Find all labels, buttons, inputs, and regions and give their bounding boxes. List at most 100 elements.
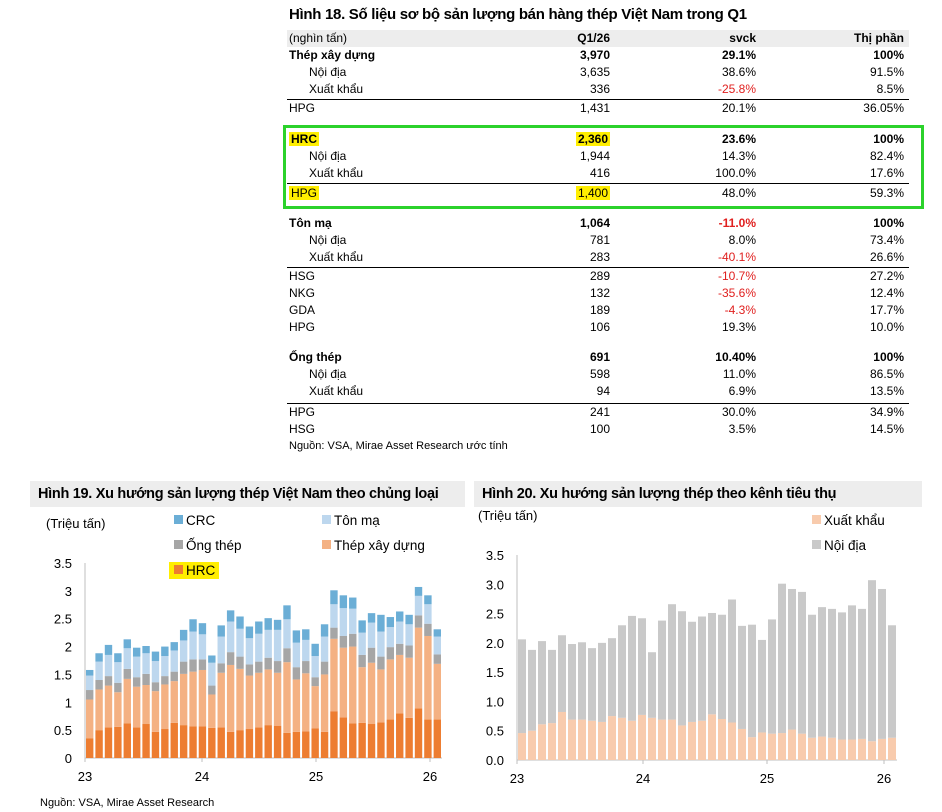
chart19-bar-crc (114, 653, 122, 663)
q1-26-value: 1,400 (575, 185, 610, 202)
header-cell: Thị phần (854, 31, 904, 45)
chart19-bar-crc (339, 595, 348, 609)
table-row: HSG 289 -10.7% 27.2% (287, 268, 909, 285)
chart20-bar-xuất-khẩu (828, 737, 836, 760)
chart19-bar-tôn-mạ (273, 629, 282, 662)
row-label: Nội địa (309, 149, 347, 163)
chart19-bar-tôn-mạ (245, 638, 254, 665)
chart20-ytick: 1.0 (486, 694, 504, 709)
q1-26-value: 289 (589, 269, 610, 283)
chart19-bar-hrc (339, 717, 348, 758)
chart20-bar-nội-địa (588, 648, 596, 721)
chart19-bar-tôn-mạ (377, 631, 385, 657)
table-row: HPG 1,431 20.1% 36.05% (287, 100, 909, 117)
chart19-bar-tôn-mạ (255, 633, 263, 662)
chart19-bar-ống-thép (358, 654, 366, 668)
q1-26-value: 132 (589, 286, 610, 300)
chart19-title: Hình 19. Xu hướng sản lượng thép Việt Na… (30, 481, 465, 507)
row-label: Ống thép (289, 350, 342, 364)
table-row: HRC 2,360 23.6% 100% (287, 131, 909, 148)
chart20-bar-xuất-khẩu (748, 737, 756, 760)
chart19-bar-thép-xây-dựng (367, 662, 376, 725)
chart19-bar-ống-thép (330, 627, 338, 639)
chart20-bar-xuất-khẩu (708, 714, 716, 760)
chart19-bar-tôn-mạ (208, 662, 216, 686)
chart19-bar-hrc (264, 725, 272, 758)
chart19-bar-hrc (349, 723, 357, 758)
market-share-value: 17.6% (869, 166, 904, 180)
chart20-bar-xuất-khẩu (548, 723, 556, 760)
market-share-value: 26.6% (869, 250, 904, 264)
chart20-bar-nội-địa (698, 616, 706, 721)
chart19-bar-crc (273, 619, 282, 630)
chart20-bar-nội-địa (798, 591, 806, 734)
table-source: Nguồn: VSA, Mirae Asset Research ước tín… (289, 440, 508, 452)
chart19-bar-thép-xây-dựng (189, 671, 197, 727)
chart19-bar-crc (396, 611, 404, 622)
chart19-ytick: 3.5 (54, 556, 72, 571)
chart20-bar-nội-địa (708, 612, 716, 715)
chart19-bar-ống-thép (217, 663, 225, 673)
chart20-bar-nội-địa (718, 614, 726, 719)
chart19-bar-crc (132, 647, 141, 657)
chart20-bar-xuất-khẩu (638, 714, 646, 760)
market-share-value: 73.4% (869, 233, 904, 247)
chart20-bar-xuất-khẩu (538, 724, 546, 760)
chart20-legend-label: Xuất khẩu (824, 513, 885, 528)
chart19-bar-thép-xây-dựng (358, 667, 366, 723)
chart19-bar-hrc (86, 738, 94, 758)
chart19-ylabel: (Triệu tấn) (46, 516, 105, 531)
chart19-bar-tôn-mạ (367, 622, 376, 648)
chart19-bar-ống-thép (311, 677, 319, 687)
chart19-bar-hrc (170, 722, 178, 758)
chart19-bar-ống-thép (396, 643, 404, 655)
chart20-bar-xuất-khẩu (668, 719, 676, 760)
chart19-bar-tôn-mạ (142, 653, 150, 674)
yoy-value: 11.0% (722, 367, 756, 381)
chart19-bar-ống-thép (208, 685, 216, 695)
chart19-bar-tôn-mạ (283, 619, 291, 649)
q1-26-value: 2,360 (575, 131, 610, 148)
chart19-bar-tôn-mạ (104, 654, 113, 677)
chart19-bar-crc (142, 646, 150, 654)
chart19-bar-crc (330, 590, 338, 605)
chart20-bar-xuất-khẩu (528, 730, 536, 760)
chart20-bar-xuất-khẩu (658, 719, 666, 760)
row-label: Xuất khẩu (309, 250, 364, 264)
chart19-bar-crc (386, 617, 395, 628)
chart19-bar-tôn-mạ (292, 642, 301, 668)
chart20-bar-xuất-khẩu (648, 717, 656, 760)
chart19-bar-ống-thép (349, 633, 357, 647)
chart20-xtick: 23 (510, 771, 524, 786)
chart19-bar-crc (264, 618, 272, 630)
yoy-value: -40.1% (717, 250, 756, 264)
chart19-bar-hrc (161, 729, 169, 758)
chart20-bar-xuất-khẩu (838, 739, 846, 760)
q1-26-value: 781 (589, 233, 610, 247)
chart20-bar-xuất-khẩu (558, 711, 566, 760)
row-label: HPG (289, 185, 320, 202)
table-row: Xuất khẩu 283 -40.1% 26.6% (287, 249, 909, 266)
chart19-bar-ống-thép (95, 680, 103, 690)
table-title: Hình 18. Số liệu sơ bộ sản lượng bán hàn… (289, 6, 747, 23)
chart20-bar-nội-địa (598, 642, 606, 722)
chart19-bar-thép-xây-dựng (320, 674, 329, 732)
chart19-bar-thép-xây-dựng (433, 663, 441, 720)
chart19-bar-crc (414, 586, 423, 596)
row-label: Thép xây dựng (289, 48, 376, 62)
chart20-bar-nội-địa (518, 639, 526, 734)
chart20-bar-xuất-khẩu (778, 733, 786, 760)
chart19-bar-hrc (320, 731, 329, 758)
table-row: Nội địa 3,635 38.6% 91.5% (287, 64, 909, 81)
chart19-bar-hrc (302, 731, 310, 758)
chart19-bar-thép-xây-dựng (330, 638, 338, 712)
chart19-bar-tôn-mạ (349, 608, 357, 634)
yoy-value: 48.0% (721, 186, 756, 200)
yoy-value: 29.1% (721, 48, 756, 62)
market-share-value: 91.5% (869, 65, 904, 79)
chart20-bar-xuất-khẩu (608, 716, 616, 760)
row-label: Xuất khẩu (309, 82, 364, 96)
chart19-bar-tôn-mạ (95, 661, 103, 680)
chart20-legend-swatch (812, 540, 821, 549)
chart19-bar-crc (170, 642, 178, 651)
